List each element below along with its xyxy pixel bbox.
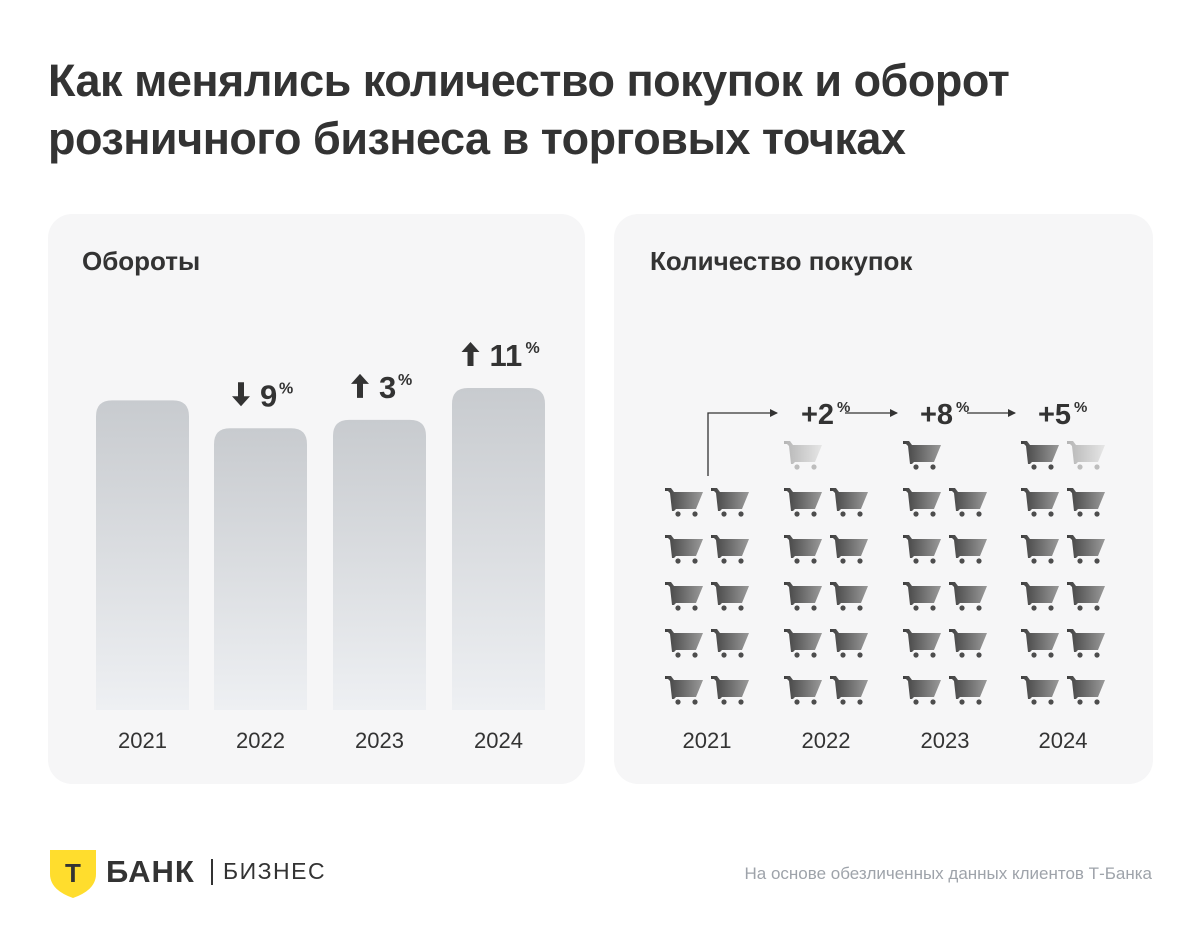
arrow-up-icon xyxy=(461,342,480,366)
turnover-change-2022: 9% xyxy=(232,378,293,413)
cart-icon xyxy=(830,629,868,658)
turnover-change-value: 3 xyxy=(379,370,396,405)
turnover-change-unit: % xyxy=(398,372,412,389)
cart-icon xyxy=(711,488,749,517)
turnover-year-label: 2023 xyxy=(355,728,404,753)
cart-icon xyxy=(1067,582,1105,611)
cart-light-icon xyxy=(1067,441,1105,470)
cart-icon xyxy=(1067,629,1105,658)
shield-letter: Т xyxy=(65,858,81,888)
purchases-chart-title: Количество покупок xyxy=(650,246,913,276)
logo-bank-text: БАНК xyxy=(106,854,195,889)
cart-icon xyxy=(1021,488,1059,517)
arrow-down-icon xyxy=(232,382,250,407)
cart-icon xyxy=(949,535,987,564)
cart-icon xyxy=(665,629,703,658)
turnover-change-value: 9 xyxy=(260,378,277,413)
turnover-bar-2024 xyxy=(452,388,545,710)
cart-icon xyxy=(903,441,941,470)
cart-icon xyxy=(784,488,822,517)
turnover-change-unit: % xyxy=(526,340,540,357)
cart-light-icon xyxy=(784,441,822,470)
cart-icon xyxy=(830,582,868,611)
t-bank-business-logo: Т БАНК БИЗНЕС xyxy=(48,848,348,900)
cart-icon xyxy=(784,535,822,564)
turnover-year-label: 2021 xyxy=(118,728,167,753)
purchases-change-2024: +5% xyxy=(1038,399,1087,431)
turnover-change-unit: % xyxy=(279,380,293,397)
turnover-bar-2023 xyxy=(333,419,426,710)
cart-icon xyxy=(903,629,941,658)
turnover-year-label: 2024 xyxy=(474,728,523,753)
connector-arrow xyxy=(707,409,778,476)
cart-icon xyxy=(830,535,868,564)
purchases-change-value: +2 xyxy=(801,399,834,431)
cart-icon xyxy=(1021,535,1059,564)
cart-icon xyxy=(903,535,941,564)
purchases-change-unit: % xyxy=(956,399,969,416)
purchases-change-value: +8 xyxy=(920,399,953,431)
cart-icon xyxy=(665,488,703,517)
turnover-chart-title: Обороты xyxy=(82,246,201,276)
purchases-change-unit: % xyxy=(837,399,850,416)
cart-icon xyxy=(665,676,703,705)
data-source-note: На основе обезличенных данных клиентов Т… xyxy=(744,864,1153,883)
turnover-change-value: 11 xyxy=(490,338,523,373)
cart-icon xyxy=(1067,535,1105,564)
purchases-change-unit: % xyxy=(1074,399,1087,416)
purchases-year-label: 2024 xyxy=(1039,728,1088,753)
turnover-bar-2021 xyxy=(96,400,189,710)
cart-icon xyxy=(711,629,749,658)
cart-icon xyxy=(711,582,749,611)
cart-icon xyxy=(711,676,749,705)
cart-icon xyxy=(1021,582,1059,611)
logo-business-text: БИЗНЕС xyxy=(223,858,327,884)
cart-icon xyxy=(1021,629,1059,658)
purchases-panel xyxy=(614,214,1153,784)
cart-icon xyxy=(1021,676,1059,705)
purchases-year-label: 2022 xyxy=(802,728,851,753)
purchases-change-2023: +8% xyxy=(920,399,969,431)
cart-icon xyxy=(903,488,941,517)
purchases-change-value: +5 xyxy=(1038,399,1071,431)
cart-icon xyxy=(949,582,987,611)
cart-icon xyxy=(830,676,868,705)
purchases-year-label: 2023 xyxy=(921,728,970,753)
cart-icon xyxy=(949,488,987,517)
cart-icon xyxy=(949,629,987,658)
logo-separator xyxy=(211,859,213,885)
cart-icon xyxy=(711,535,749,564)
cart-icon xyxy=(830,488,868,517)
cart-icon xyxy=(903,676,941,705)
cart-icon xyxy=(903,582,941,611)
cart-icon xyxy=(784,629,822,658)
cart-icon xyxy=(665,535,703,564)
arrow-up-icon xyxy=(351,373,369,398)
purchases-change-2022: +2% xyxy=(801,399,850,431)
cart-icon xyxy=(1021,441,1059,470)
cart-icon xyxy=(949,676,987,705)
cart-icon xyxy=(784,582,822,611)
shield-logo-icon: Т xyxy=(50,850,96,898)
cart-icon xyxy=(1067,488,1105,517)
cart-icon xyxy=(665,582,703,611)
turnover-year-label: 2022 xyxy=(236,728,285,753)
page-title: Как менялись количество покупок и оборот… xyxy=(48,55,1010,164)
cart-icon xyxy=(1067,676,1105,705)
cart-icon xyxy=(784,676,822,705)
turnover-change-2023: 3% xyxy=(351,370,412,405)
turnover-change-2024: 11% xyxy=(461,338,540,373)
purchases-year-label: 2021 xyxy=(683,728,732,753)
turnover-bar-2022 xyxy=(214,428,307,710)
